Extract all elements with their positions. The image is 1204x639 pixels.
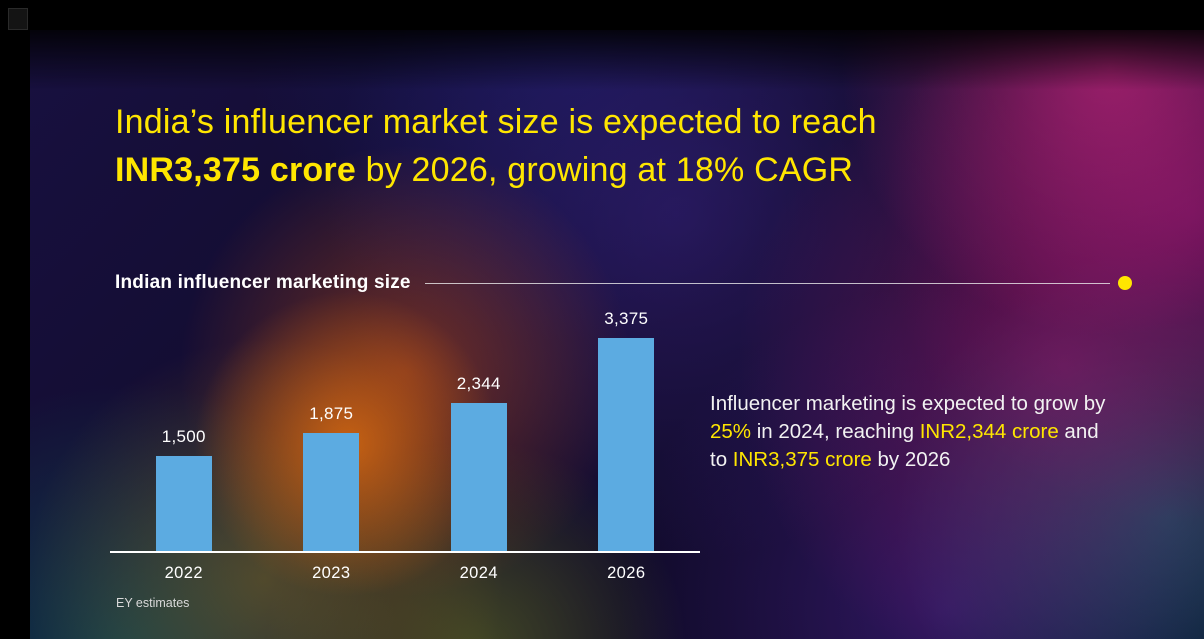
bar-group: 1,875: [258, 289, 406, 551]
bar: [450, 403, 507, 551]
title-segment: India’s influencer market size is expect…: [115, 103, 877, 141]
chart-title: Indian influencer marketing size: [115, 272, 411, 293]
x-axis-tick-label: 2024: [459, 564, 498, 582]
x-axis-tick-label: 2022: [164, 564, 203, 582]
chart-header: Indian influencer marketing size: [115, 272, 1132, 294]
annotation-text: Influencer marketing is expected to grow…: [710, 390, 1110, 474]
bar-group: 2,344: [405, 289, 553, 551]
bar-value-label: 2,344: [456, 374, 501, 393]
annotation-segment: and to: [710, 420, 1099, 471]
title-segment: by 2026, growing at 18% CAGR: [355, 151, 854, 189]
annotation-segment-highlight: INR3,375 crore: [732, 448, 872, 471]
annotation-segment: by 2026: [871, 448, 951, 471]
x-axis-line: [110, 551, 700, 553]
title-segment-bold: INR3,375 crore: [115, 151, 356, 189]
x-axis-tick-label: 2023: [312, 564, 351, 582]
bar: [303, 433, 360, 551]
annotation-segment: Influencer marketing is expected to grow…: [710, 392, 1106, 415]
slide-background: India’s influencer market size is expect…: [30, 30, 1204, 639]
bar-value-label: 3,375: [604, 309, 649, 328]
bar-chart: 1,500 1,875 2,344 3,375: [110, 289, 700, 551]
x-axis-tick-label: 2026: [607, 564, 646, 582]
bar-group: 1,500: [110, 289, 258, 551]
x-axis-labels: 2022 2023 2024 2026: [110, 564, 700, 583]
slide-title: India’s influencer market size is expect…: [115, 98, 1125, 194]
corner-decoration: [8, 8, 28, 30]
annotation-segment-highlight: INR2,344 crore: [919, 420, 1059, 443]
divider-line: [424, 282, 1110, 284]
bar: [598, 338, 655, 551]
annotation-segment: in 2024, reaching: [751, 420, 920, 443]
source-note: EY estimates: [116, 596, 190, 610]
bar-value-label: 1,875: [309, 404, 354, 423]
bar-value-label: 1,500: [161, 427, 206, 446]
bar-group: 3,375: [553, 289, 701, 551]
annotation-segment-highlight: 25%: [710, 420, 752, 443]
yellow-dot-icon: [1118, 276, 1132, 290]
bar: [155, 456, 212, 551]
